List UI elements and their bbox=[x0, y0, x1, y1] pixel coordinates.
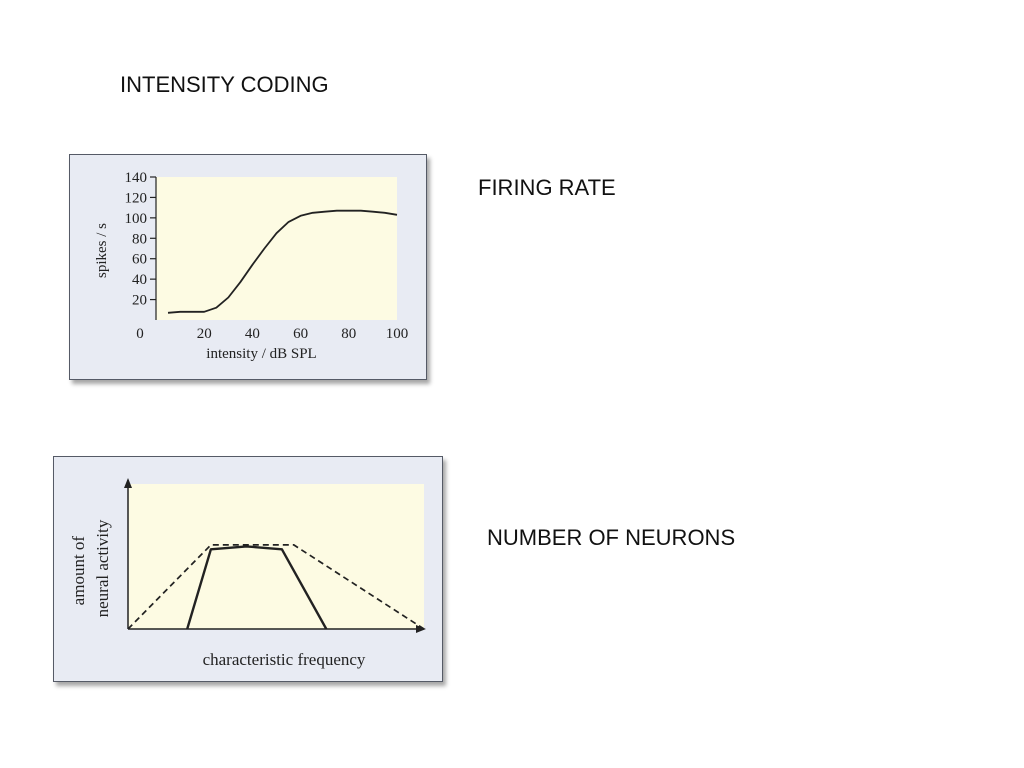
y-tick-label: 80 bbox=[132, 231, 147, 247]
x-tick-label: 40 bbox=[245, 326, 260, 342]
x-ticks: 0 20 40 60 80 100 bbox=[136, 326, 408, 342]
firing-rate-chart-panel: 20 40 60 80 100 120 140 0 20 40 60 80 100 intensity… bbox=[69, 154, 427, 380]
x-axis-arrow-icon bbox=[416, 625, 426, 633]
series-group bbox=[167, 209, 398, 314]
y-tick-label: 40 bbox=[132, 272, 147, 288]
y-axis-label-line-2: neural activity bbox=[93, 519, 112, 617]
x-tick-label: 20 bbox=[197, 326, 212, 342]
firing-rate-label: FIRING RATE bbox=[478, 175, 616, 200]
y-tick-label: 20 bbox=[132, 293, 147, 309]
series-line-solid bbox=[186, 545, 328, 630]
neural-activity-chart-panel: characteristic frequency amount of neura… bbox=[53, 456, 443, 682]
y-tick-label: 60 bbox=[132, 252, 147, 268]
y-axis-label: amount of neural activity bbox=[69, 519, 112, 617]
x-axis-label: characteristic frequency bbox=[203, 650, 366, 669]
y-axis-arrow-icon bbox=[124, 478, 132, 488]
y-axis-label: spikes / s bbox=[94, 223, 110, 278]
series-line bbox=[167, 209, 398, 314]
plot-background bbox=[128, 484, 424, 629]
series-group bbox=[127, 544, 425, 630]
y-tick-label: 100 bbox=[125, 211, 148, 227]
slide-title: INTENSITY CODING bbox=[120, 72, 329, 97]
x-tick-label: 0 bbox=[136, 326, 144, 342]
y-axis-label-line-1: amount of bbox=[69, 536, 88, 606]
y-ticks: 20 40 60 80 100 120 140 bbox=[125, 170, 156, 309]
chart-axes bbox=[124, 478, 426, 633]
plot-background bbox=[156, 177, 397, 320]
x-tick-label: 60 bbox=[293, 326, 308, 342]
y-tick-label: 140 bbox=[125, 170, 148, 186]
x-tick-label: 100 bbox=[386, 326, 409, 342]
number-of-neurons-label: NUMBER OF NEURONS bbox=[487, 525, 736, 550]
firing-rate-chart: 20 40 60 80 100 120 140 0 20 40 60 80 100 intensity… bbox=[94, 170, 408, 362]
neural-activity-chart: characteristic frequency amount of neura… bbox=[69, 478, 426, 669]
y-tick-label: 120 bbox=[125, 190, 148, 206]
x-axis-label: intensity / dB SPL bbox=[206, 346, 316, 362]
x-tick-label: 80 bbox=[341, 326, 356, 342]
